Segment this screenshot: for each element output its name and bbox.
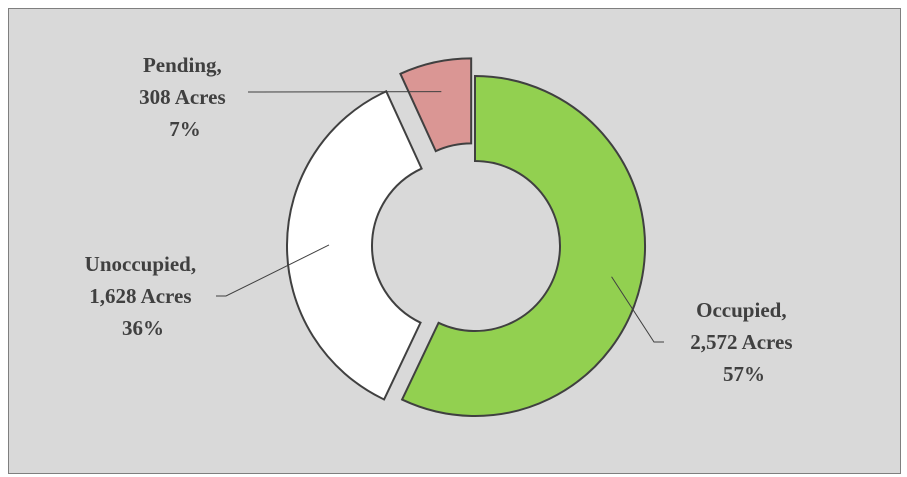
label-unoccupied-line1: Unoccupied, [85, 252, 196, 276]
label-pending-line3: 7% [169, 117, 201, 141]
label-unoccupied-line2: 1,628 Acres [89, 284, 191, 308]
label-occupied-line2: 2,572 Acres [690, 330, 792, 354]
label-pending-line2: 308 Acres [139, 85, 226, 109]
slice-occupied [400, 74, 646, 417]
label-unoccupied-line3: 36% [122, 316, 164, 340]
label-occupied-line3: 57% [723, 362, 765, 386]
label-occupied-line1: Occupied, [696, 298, 786, 322]
label-occupied: Occupied, 2,572 Acres 57% [690, 298, 798, 386]
slice-unoccupied [286, 89, 423, 401]
slices-group [286, 57, 646, 417]
leader-lines-group [216, 91, 664, 343]
slice-pending [399, 57, 473, 153]
label-pending-line1: Pending, [143, 53, 222, 77]
leader-line-unoccupied [216, 244, 330, 297]
leader-line-occupied [611, 276, 664, 343]
label-unoccupied: Unoccupied, 1,628 Acres 36% [85, 252, 202, 340]
label-pending: Pending, 308 Acres 7% [139, 53, 231, 141]
